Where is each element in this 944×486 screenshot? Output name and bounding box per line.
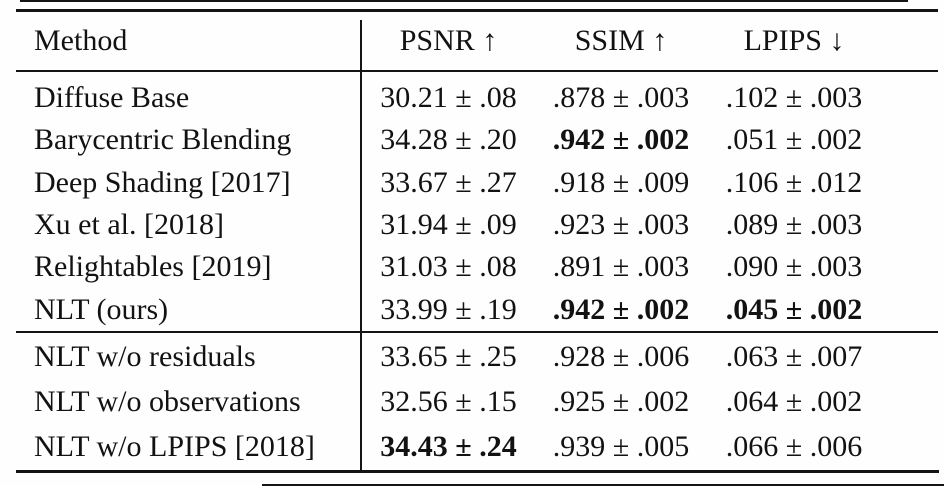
- table-row: NLT w/o observations 32.56 ± .15 .925 ± …: [0, 379, 944, 424]
- psnr-value: 31.03 ± .08: [380, 250, 517, 284]
- column-header-lpips: LPIPS ↓: [743, 24, 845, 57]
- header-row: Method PSNR ↑ SSIM ↑ LPIPS ↓: [0, 12, 944, 70]
- method-cell: Barycentric Blending: [34, 123, 292, 157]
- header-separator-rule: [16, 70, 938, 72]
- method-cell: Relightables [2019]: [34, 250, 272, 284]
- psnr-value: 34.43 ± .24: [380, 429, 517, 463]
- method-cell: NLT w/o LPIPS [2018]: [34, 429, 315, 463]
- table-row: NLT w/o residuals 33.65 ± .25 .928 ± .00…: [0, 334, 944, 379]
- ablations-group: NLT w/o residuals 33.65 ± .25 .928 ± .00…: [0, 334, 944, 469]
- psnr-value: 33.99 ± .19: [380, 292, 517, 326]
- table-top-rule-outer: [20, 0, 908, 2]
- ssim-value: .928 ± .006: [552, 339, 690, 373]
- lpips-value: .106 ± .012: [725, 165, 863, 199]
- ssim-value: .942 ± .002: [552, 292, 690, 326]
- table-row: NLT w/o LPIPS [2018] 34.43 ± .24 .939 ± …: [0, 424, 944, 469]
- table-row: Diffuse Base 30.21 ± .08 .878 ± .003 .10…: [0, 77, 944, 119]
- method-cell: Diffuse Base: [34, 81, 190, 115]
- lpips-value: .051 ± .002: [725, 123, 863, 157]
- table-row: NLT (ours) 33.99 ± .19 .942 ± .002 .045 …: [0, 289, 944, 331]
- lpips-value: .063 ± .007: [725, 339, 863, 373]
- lpips-value: .066 ± .006: [725, 429, 863, 463]
- main-methods-group: Diffuse Base 30.21 ± .08 .878 ± .003 .10…: [0, 77, 944, 331]
- column-header-method: Method: [34, 24, 128, 57]
- lpips-value: .102 ± .003: [725, 81, 863, 115]
- ssim-value: .878 ± .003: [552, 81, 690, 115]
- column-header-ssim: SSIM ↑: [574, 24, 668, 57]
- ssim-value: .891 ± .003: [552, 250, 690, 284]
- ssim-value: .942 ± .002: [552, 123, 690, 157]
- ssim-value: .923 ± .003: [552, 208, 690, 242]
- psnr-value: 30.21 ± .08: [380, 81, 517, 115]
- method-cell: NLT w/o observations: [34, 384, 301, 418]
- table-row: Xu et al. [2018] 31.94 ± .09 .923 ± .003…: [0, 204, 944, 246]
- psnr-value: 34.28 ± .20: [380, 123, 517, 157]
- table-header: Method PSNR ↑ SSIM ↑ LPIPS ↓: [0, 12, 944, 70]
- method-cell: Deep Shading [2017]: [34, 165, 291, 199]
- table-row: Relightables [2019] 31.03 ± .08 .891 ± .…: [0, 246, 944, 288]
- ssim-value: .918 ± .009: [552, 165, 690, 199]
- ssim-value: .939 ± .005: [552, 429, 690, 463]
- method-cell: Xu et al. [2018]: [34, 208, 224, 242]
- group-separator-rule: [16, 331, 938, 333]
- ssim-value: .925 ± .002: [552, 384, 690, 418]
- psnr-value: 32.56 ± .15: [380, 384, 517, 418]
- psnr-value: 31.94 ± .09: [380, 208, 517, 242]
- lpips-value: .064 ± .002: [725, 384, 863, 418]
- lpips-value: .045 ± .002: [725, 292, 863, 326]
- table-row: Deep Shading [2017] 33.67 ± .27 .918 ± .…: [0, 162, 944, 204]
- table-bottom-rule: [16, 470, 939, 473]
- lpips-value: .090 ± .003: [725, 250, 863, 284]
- method-column-divider: [360, 20, 362, 471]
- method-cell: NLT (ours): [34, 292, 169, 326]
- column-header-psnr: PSNR ↑: [399, 24, 498, 57]
- psnr-value: 33.65 ± .25: [380, 339, 517, 373]
- psnr-value: 33.67 ± .27: [380, 165, 517, 199]
- table-bottom-rule-outer: [262, 484, 944, 486]
- table-top-rule: [16, 9, 938, 12]
- method-cell: NLT w/o residuals: [34, 339, 256, 373]
- lpips-value: .089 ± .003: [725, 208, 863, 242]
- table-row: Barycentric Blending 34.28 ± .20 .942 ± …: [0, 119, 944, 161]
